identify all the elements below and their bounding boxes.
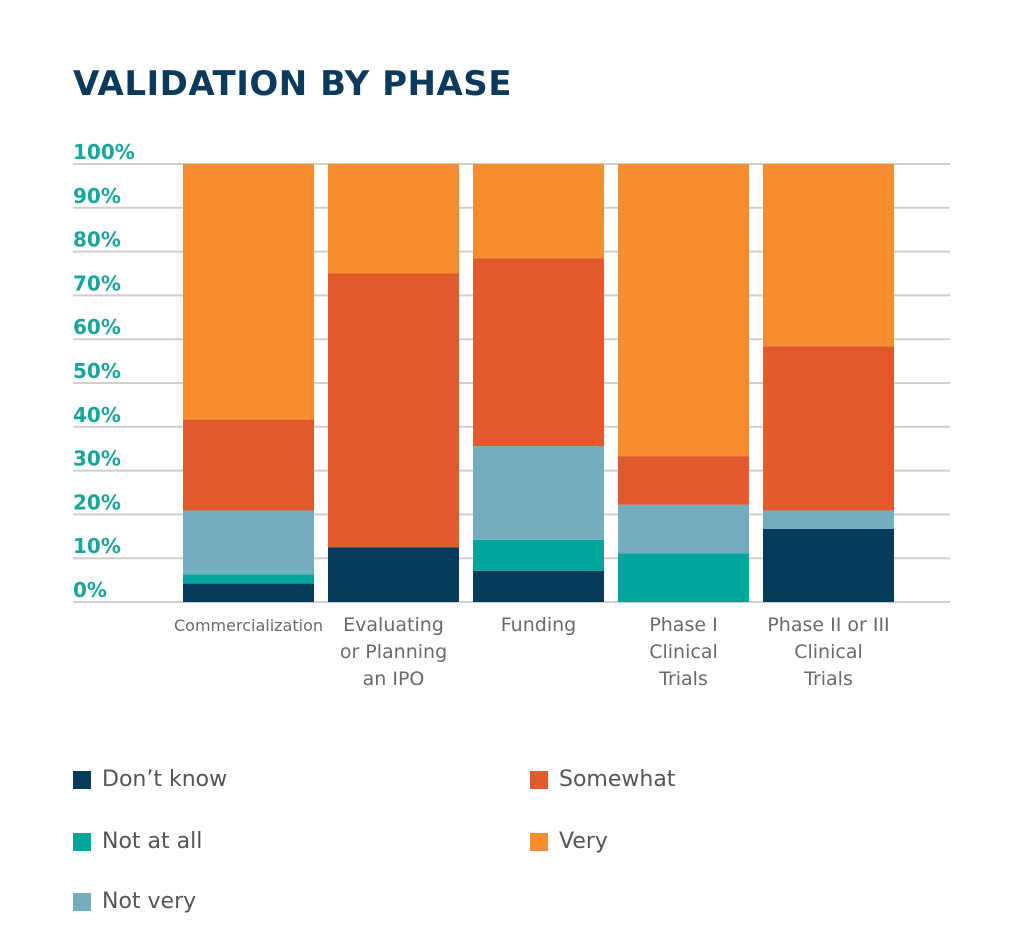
y-tick-label: 50% [73, 359, 121, 383]
legend-label: Don’t know [102, 767, 228, 792]
x-axis-ticks: Commercialization Evaluating or Planning an… [174, 614, 890, 690]
bar-segment-very [328, 164, 459, 274]
y-tick-label: 40% [73, 403, 121, 427]
bar-segment-very [473, 164, 604, 259]
bar-segment-not-at-all [473, 539, 604, 571]
y-tick-label: 0% [73, 578, 107, 602]
bar-stack [183, 164, 314, 602]
legend-swatch-somewhat [530, 770, 548, 789]
x-tick-label: Commercialization [174, 616, 323, 635]
legend-item-not-at-all: Not at all [73, 829, 202, 854]
bar-stack [618, 164, 749, 602]
legend-swatch-not-at-all [73, 832, 91, 851]
legend-swatch-dont-know [73, 770, 91, 789]
bar-segment-don-t-know [328, 547, 459, 602]
legend-item-very: Very [530, 829, 608, 854]
bar-segment-somewhat [328, 273, 459, 548]
bar-stack [763, 164, 894, 602]
y-tick-label: 90% [73, 184, 121, 208]
legend-swatch-very [530, 832, 548, 851]
y-tick-label: 30% [73, 447, 121, 471]
bar-segment-not-very [473, 446, 604, 540]
y-tick-label: 70% [73, 271, 121, 295]
legend-item-dont-know: Don’t know [73, 767, 227, 792]
bar-segment-don-t-know [763, 528, 894, 602]
legend-item-somewhat: Somewhat [530, 767, 675, 792]
bar-segment-not-very [763, 510, 894, 529]
bar-segment-don-t-know [183, 583, 314, 602]
bar-segment-not-at-all [183, 574, 314, 584]
x-tick-label: Evaluating or Planning an IPO [340, 614, 447, 690]
bar-segment-not-very [618, 504, 749, 554]
bar-stack [328, 164, 459, 602]
bar-segment-somewhat [473, 258, 604, 447]
bar-segment-don-t-know [473, 570, 604, 602]
x-tick-label: Phase II or III Clinical Trials [767, 614, 889, 690]
y-tick-label: 80% [73, 228, 121, 252]
x-tick-label: Phase I Clinical Trials [649, 614, 718, 690]
y-axis-ticks: 0% 10% 20% 30% 40% 50% 60% 70% 80% 90% 100% [73, 140, 135, 602]
bar-segment-not-very [183, 510, 314, 575]
y-tick-label: 100% [73, 140, 135, 164]
legend-label: Not at all [102, 829, 203, 854]
bar-segment-somewhat [618, 456, 749, 505]
bar-segment-very [618, 164, 749, 457]
bars [183, 164, 894, 602]
x-tick-label: Funding [501, 614, 576, 636]
chart-title: VALIDATION BY PHASE [73, 64, 512, 104]
legend-label: Not very [102, 889, 197, 914]
bar-segment-not-at-all [618, 553, 749, 602]
bar-segment-somewhat [183, 419, 314, 511]
y-tick-label: 10% [73, 534, 121, 558]
legend-label: Very [559, 829, 608, 854]
legend-swatch-not-very [73, 892, 91, 911]
legend-item-not-very: Not very [73, 889, 196, 914]
bar-segment-very [183, 164, 314, 420]
legend-label: Somewhat [559, 767, 676, 792]
bar-stack [473, 164, 604, 602]
y-tick-label: 60% [73, 315, 121, 339]
y-tick-label: 20% [73, 490, 121, 514]
bar-segment-somewhat [763, 346, 894, 511]
bar-segment-very [763, 164, 894, 347]
